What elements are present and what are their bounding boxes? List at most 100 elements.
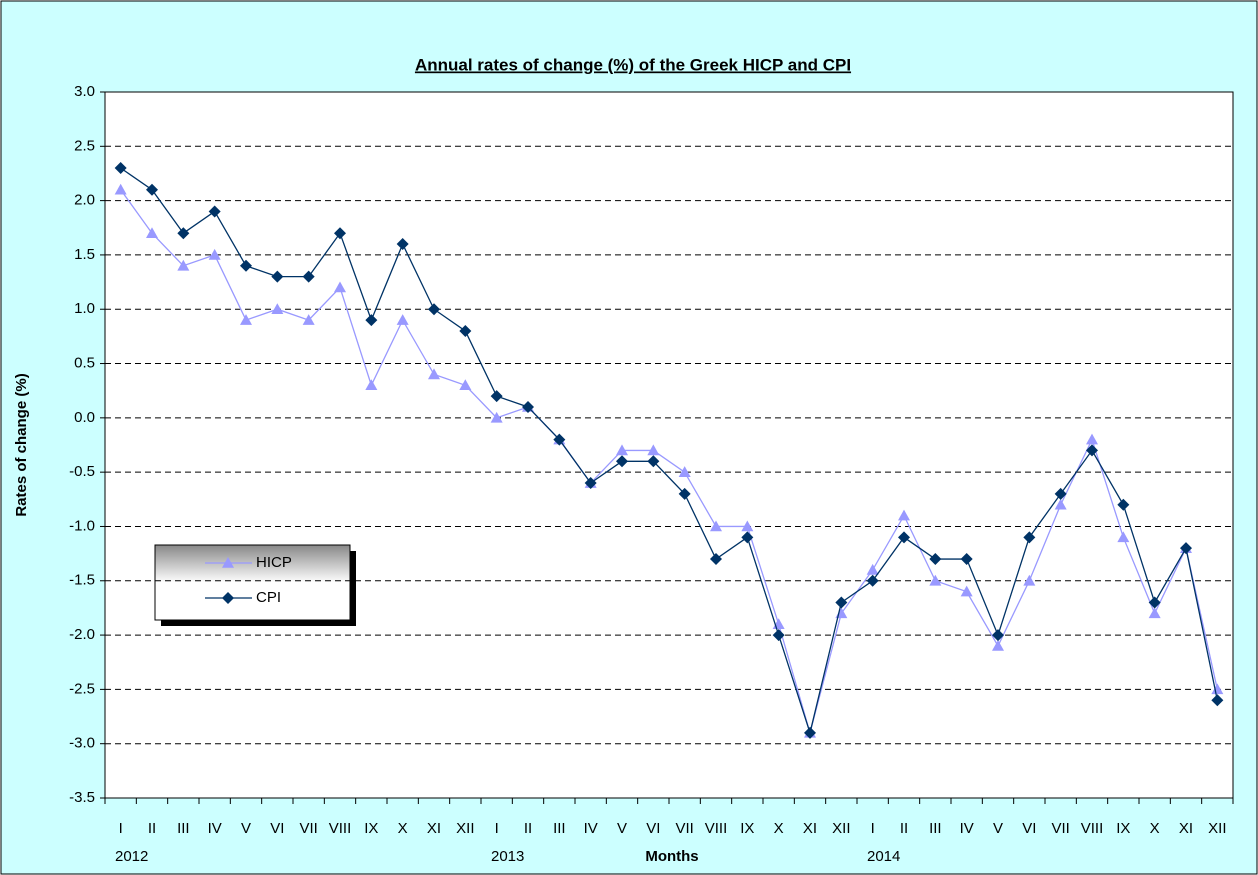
- data-point: [302, 314, 315, 325]
- x-tick-label: III: [929, 820, 942, 837]
- x-tick-label: III: [177, 820, 190, 837]
- y-tick-label: -1.5: [69, 572, 95, 589]
- data-point: [710, 553, 722, 566]
- legend-marker: [222, 557, 234, 568]
- y-tick-label: 1.5: [74, 246, 95, 263]
- x-tick-label: V: [617, 820, 627, 837]
- x-tick-label: IV: [960, 820, 974, 837]
- data-point: [710, 520, 722, 532]
- data-point: [929, 574, 942, 586]
- data-point: [804, 726, 816, 739]
- x-tick-label: XI: [803, 820, 817, 837]
- data-point: [271, 303, 284, 315]
- data-point: [678, 487, 691, 500]
- x-tick-label: XI: [427, 820, 441, 837]
- data-point: [584, 477, 597, 490]
- legend-label: HICP: [256, 554, 292, 571]
- data-point: [772, 629, 785, 642]
- x-tick-label: III: [553, 820, 566, 837]
- x-tick-label: XII: [456, 820, 474, 837]
- x-tick-label: II: [148, 820, 156, 837]
- data-point: [177, 227, 190, 240]
- data-point: [522, 400, 534, 413]
- data-point: [302, 270, 315, 283]
- y-tick-label: -0.5: [69, 463, 95, 480]
- x-tick-label: VI: [270, 820, 284, 837]
- data-point: [866, 574, 879, 587]
- data-point: [898, 531, 910, 544]
- data-point: [1086, 444, 1098, 457]
- data-point: [208, 205, 221, 218]
- data-point: [490, 390, 503, 403]
- plot-area: [104, 91, 1234, 799]
- y-tick-label: -2.0: [69, 626, 95, 643]
- x-tick-label: VII: [299, 820, 317, 837]
- data-point: [616, 444, 628, 456]
- year-label: 2014: [867, 848, 900, 865]
- data-point: [208, 248, 221, 260]
- x-tick-label: I: [871, 820, 875, 837]
- data-point: [428, 368, 440, 380]
- data-point: [1211, 683, 1224, 695]
- x-axis-label: Months: [645, 848, 698, 865]
- y-tick-label: 1.0: [74, 300, 95, 317]
- data-point: [992, 639, 1004, 651]
- data-point: [1148, 607, 1161, 619]
- y-tick-label: -3.0: [69, 735, 95, 752]
- x-tick-label: IX: [740, 820, 754, 837]
- data-point: [334, 281, 346, 293]
- data-point: [334, 227, 346, 240]
- data-point: [741, 520, 754, 532]
- data-point: [396, 238, 409, 251]
- data-point: [960, 553, 973, 566]
- x-tick-label: XII: [1208, 820, 1226, 837]
- data-point: [1054, 498, 1067, 510]
- data-point: [146, 183, 158, 196]
- data-point: [1023, 574, 1036, 586]
- x-tick-label: I: [495, 820, 499, 837]
- x-tick-label: V: [993, 820, 1003, 837]
- x-tick-label: VI: [646, 820, 660, 837]
- data-point: [428, 303, 440, 316]
- x-tick-label: VIII: [1081, 820, 1104, 837]
- data-point: [1117, 531, 1130, 543]
- data-point: [1086, 433, 1098, 445]
- x-tick-label: VI: [1022, 820, 1036, 837]
- x-tick-label: X: [398, 820, 408, 837]
- data-point: [177, 259, 190, 271]
- legend-label: CPI: [256, 589, 281, 606]
- y-tick-label: -1.0: [69, 517, 95, 534]
- x-tick-label: II: [524, 820, 532, 837]
- year-label: 2012: [115, 848, 148, 865]
- y-axis-label: Rates of change (%): [13, 373, 30, 516]
- data-point: [1054, 487, 1067, 500]
- data-point: [1180, 542, 1192, 555]
- x-tick-label: II: [900, 820, 908, 837]
- data-point: [647, 455, 660, 468]
- x-tick-label: VIII: [329, 820, 352, 837]
- data-point: [240, 314, 252, 325]
- data-point: [459, 324, 472, 337]
- data-point: [1148, 596, 1161, 609]
- y-tick-label: 0.5: [74, 355, 95, 372]
- data-point: [960, 585, 973, 597]
- data-point: [553, 433, 566, 446]
- data-point: [114, 162, 127, 175]
- data-point: [678, 466, 691, 477]
- y-tick-label: 0.0: [74, 409, 95, 426]
- data-point: [835, 596, 848, 609]
- data-point: [992, 629, 1004, 642]
- data-point: [929, 553, 942, 566]
- data-point: [146, 227, 158, 238]
- y-tick-label: 2.5: [74, 137, 95, 154]
- data-point: [898, 509, 910, 521]
- data-point: [616, 455, 628, 468]
- x-tick-label: IV: [208, 820, 222, 837]
- y-tick-label: -2.5: [69, 680, 95, 697]
- x-tick-label: IV: [584, 820, 598, 837]
- data-point: [365, 314, 378, 327]
- data-point: [647, 444, 660, 456]
- x-tick-label: XII: [832, 820, 850, 837]
- legend-box: [154, 544, 351, 621]
